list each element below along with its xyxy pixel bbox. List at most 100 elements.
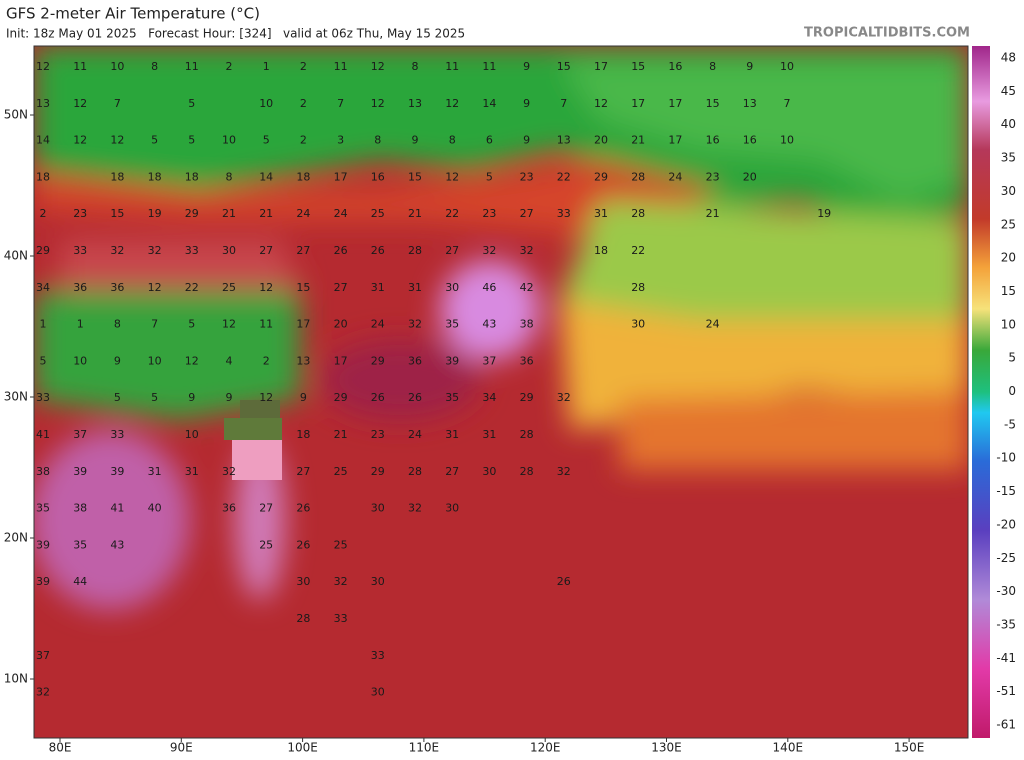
temperature-value: 31	[185, 465, 199, 478]
temperature-value: 18	[148, 170, 162, 183]
temperature-value: 17	[668, 97, 682, 110]
temperature-value: 8	[374, 134, 381, 147]
temperature-value: 10	[110, 60, 124, 73]
temperature-value: 20	[594, 134, 608, 147]
colorbar-label: 45	[1001, 84, 1016, 98]
lat-label: 10N	[4, 672, 28, 686]
temperature-value: 17	[296, 318, 310, 331]
temperature-value: 3	[337, 134, 344, 147]
temperature-value: 32	[334, 575, 348, 588]
temperature-value: 11	[259, 318, 273, 331]
temperature-value: 24	[296, 207, 310, 220]
temperature-value: 28	[408, 244, 422, 257]
temperature-value: 15	[110, 207, 124, 220]
colorbar-label: 0	[1008, 384, 1016, 398]
colorbar-label: 15	[1001, 284, 1016, 298]
temperature-value: 38	[520, 318, 534, 331]
colorbar-label: -30	[996, 584, 1016, 598]
temperature-value: 21	[631, 134, 645, 147]
temperature-value: 27	[445, 244, 459, 257]
temperature-value: 23	[706, 170, 720, 183]
temperature-value: 17	[668, 134, 682, 147]
temperature-value: 27	[445, 465, 459, 478]
temperature-value: 32	[482, 244, 496, 257]
map-field	[34, 46, 968, 738]
temperature-value: 29	[371, 465, 385, 478]
temperature-value: 40	[148, 502, 162, 515]
temperature-value: 34	[482, 391, 496, 404]
colorbar-label: -35	[996, 617, 1016, 631]
temperature-value: 31	[408, 281, 422, 294]
temperature-value: 24	[334, 207, 348, 220]
temperature-value: 32	[36, 686, 50, 699]
colorbar-label: 30	[1001, 184, 1016, 198]
temperature-value: 38	[36, 465, 50, 478]
temperature-value: 29	[371, 354, 385, 367]
temperature-value: 10	[73, 354, 87, 367]
temperature-value: 28	[408, 465, 422, 478]
temperature-value: 8	[412, 60, 419, 73]
temperature-value: 32	[222, 465, 236, 478]
temperature-value: 23	[482, 207, 496, 220]
temperature-value: 10	[185, 428, 199, 441]
temperature-value: 21	[334, 428, 348, 441]
temperature-value: 37	[36, 649, 50, 662]
temperature-value: 15	[631, 60, 645, 73]
temperature-value: 12	[371, 60, 385, 73]
temperature-value: 2	[300, 97, 307, 110]
temperature-value: 19	[148, 207, 162, 220]
title: GFS 2-meter Air Temperature (°C)	[6, 5, 260, 23]
temperature-value: 1	[40, 318, 47, 331]
temperature-value: 9	[226, 391, 233, 404]
temperature-value: 15	[408, 170, 422, 183]
temperature-value: 22	[631, 244, 645, 257]
temperature-value: 28	[631, 170, 645, 183]
temperature-value: 29	[520, 391, 534, 404]
temperature-value: 5	[188, 134, 195, 147]
temperature-value: 12	[185, 354, 199, 367]
temperature-value: 6	[486, 134, 493, 147]
temperature-value: 9	[300, 391, 307, 404]
temperature-value: 39	[36, 575, 50, 588]
temperature-value: 5	[263, 134, 270, 147]
temperature-value: 19	[817, 207, 831, 220]
temperature-value: 35	[73, 538, 87, 551]
temperature-value: 12	[371, 97, 385, 110]
temperature-value: 36	[73, 281, 87, 294]
temperature-value: 30	[371, 686, 385, 699]
lat-label: 40N	[4, 249, 28, 263]
temperature-value: 21	[408, 207, 422, 220]
temperature-value: 12	[36, 60, 50, 73]
temperature-value: 17	[594, 60, 608, 73]
temperature-value: 27	[259, 244, 273, 257]
lon-label: 150E	[894, 741, 925, 755]
temperature-value: 8	[226, 170, 233, 183]
temperature-value: 26	[334, 244, 348, 257]
temperature-value: 30	[445, 502, 459, 515]
colorbar-label: 40	[1001, 117, 1016, 131]
temperature-value: 44	[73, 575, 87, 588]
temperature-value: 9	[188, 391, 195, 404]
temperature-value: 11	[334, 60, 348, 73]
temperature-value: 20	[743, 170, 757, 183]
temperature-value: 2	[263, 354, 270, 367]
colorbar-label: 10	[1001, 317, 1016, 331]
temperature-value: 27	[259, 502, 273, 515]
temperature-value: 13	[743, 97, 757, 110]
temperature-value: 12	[445, 170, 459, 183]
temperature-value: 41	[36, 428, 50, 441]
temperature-value: 33	[110, 428, 124, 441]
temperature-value: 18	[594, 244, 608, 257]
temperature-value: 43	[482, 318, 496, 331]
temperature-value: 1	[77, 318, 84, 331]
temperature-value: 34	[36, 281, 50, 294]
temperature-value: 10	[148, 354, 162, 367]
temperature-value: 42	[520, 281, 534, 294]
temperature-value: 11	[482, 60, 496, 73]
temperature-value: 27	[334, 281, 348, 294]
temperature-value: 24	[371, 318, 385, 331]
temperature-value: 26	[371, 391, 385, 404]
temperature-value: 21	[222, 207, 236, 220]
temperature-value: 4	[226, 354, 233, 367]
